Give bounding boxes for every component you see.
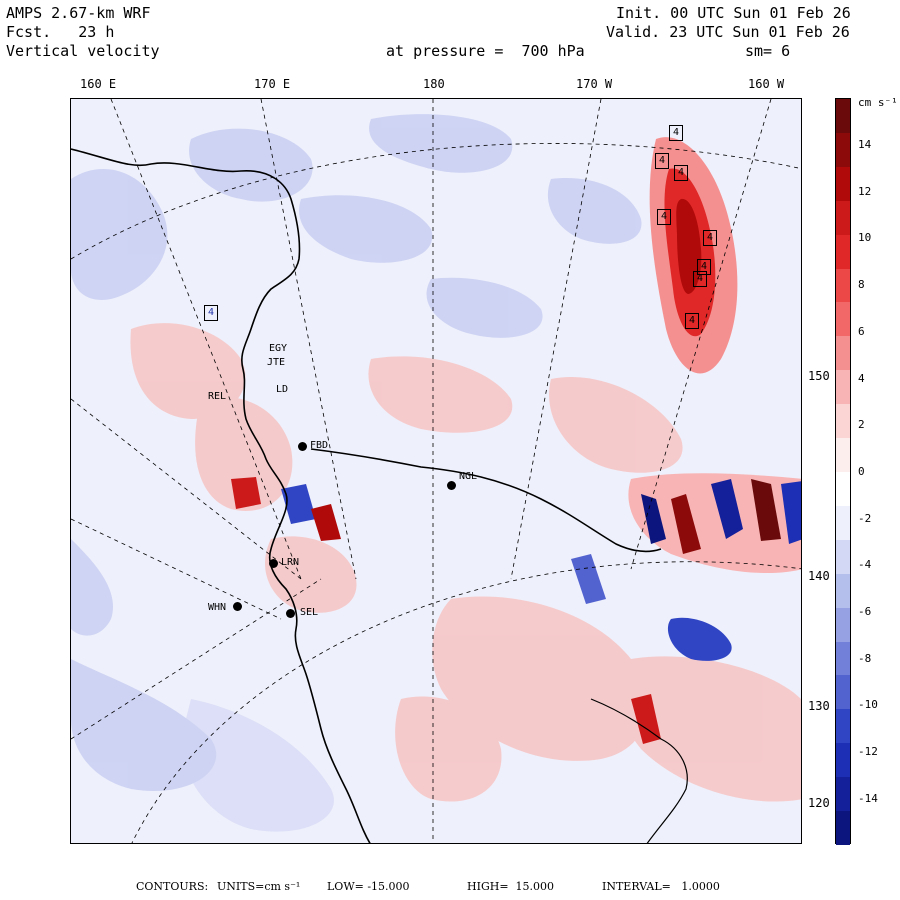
station-ngl[interactable]: NGL: [459, 471, 478, 482]
valid-time: Valid. 23 UTC Sun 01 Feb 26: [606, 23, 850, 41]
max-mark: 4: [674, 165, 688, 181]
colorbar-segment: [836, 166, 850, 202]
colorbar-tick-label: -2: [858, 511, 872, 525]
lon-tick-160w: 160 W: [748, 77, 785, 91]
station-sel-dot: [286, 609, 295, 618]
colorbar-tick-label: 8: [858, 278, 865, 292]
mountain-wave-cluster: [231, 473, 801, 744]
colorbar-tick-label: -14: [858, 791, 878, 805]
colorbar-tick-label: -6: [858, 605, 872, 618]
station-fbd[interactable]: FBD: [310, 440, 329, 451]
colorbar-segment: [836, 743, 850, 778]
colorbar-segment: [836, 709, 850, 744]
lon-tick-170e: 170 E: [254, 77, 291, 91]
footer-low: LOW= -15.000: [327, 880, 410, 893]
coastline: [71, 148, 688, 843]
map-panel[interactable]: EGY JTE LD REL FBD NGL LRN WHN SEL 4 4 4…: [70, 98, 802, 844]
colorbar-tick-label: 0: [858, 464, 865, 478]
max-mark: 4: [693, 271, 707, 287]
map-canvas: [71, 99, 801, 843]
colorbar: [835, 98, 851, 846]
updraft-ridge: [649, 137, 738, 374]
footer-label: CONTOURS:: [136, 880, 209, 893]
colorbar-segment: [836, 200, 850, 236]
lon-tick-170w: 170 W: [576, 77, 613, 91]
colorbar-tick-label: 4: [858, 371, 865, 385]
colorbar-segment: [836, 573, 850, 609]
station-sel[interactable]: SEL: [300, 607, 319, 618]
colorbar-segment: [836, 99, 850, 134]
colorbar-tick-label: 12: [858, 184, 872, 198]
station-lrn[interactable]: LRN: [281, 557, 300, 568]
max-mark: 4: [669, 125, 683, 141]
station-ngl-dot: [447, 481, 456, 490]
lon-tick-160e: 160 E: [80, 77, 117, 91]
colorbar-tick-label: 14: [858, 138, 872, 151]
station-ld[interactable]: LD: [276, 384, 289, 395]
colorbar-segment: [836, 268, 850, 303]
colorbar-units: cm s⁻¹: [858, 96, 898, 109]
footer-high: HIGH= 15.000: [467, 880, 555, 893]
colorbar-tick-label: -10: [858, 698, 878, 712]
colorbar-tick-label: -8: [858, 651, 872, 665]
footer-interval: INTERVAL= 1.0000: [602, 880, 720, 893]
colorbar-segment: [836, 404, 850, 439]
smoothing: sm= 6: [745, 42, 791, 60]
positive-velocity-field: [130, 323, 801, 802]
max-mark: 4: [657, 209, 671, 225]
colorbar-tick-label: -12: [858, 745, 878, 759]
init-time: Init. 00 UTC Sun 01 Feb 26: [616, 4, 851, 22]
colorbar-tick-label: 10: [858, 231, 872, 245]
station-egy[interactable]: EGY: [269, 343, 288, 354]
colorbar-segment: [836, 370, 850, 405]
colorbar-segment: [836, 438, 850, 473]
colorbar-segment: [836, 505, 850, 541]
model-title: AMPS 2.67-km WRF: [6, 4, 151, 22]
lon-tick-180: 180: [423, 77, 445, 91]
station-jte[interactable]: JTE: [267, 357, 286, 368]
colorbar-segment: [836, 336, 850, 371]
colorbar-segment: [836, 234, 850, 270]
station-whn-dot: [233, 602, 242, 611]
colorbar-segment: [836, 539, 850, 575]
colorbar-tick-label: -4: [858, 558, 872, 572]
colorbar-tick-label: 6: [858, 324, 865, 338]
colorbar-segment: [836, 777, 850, 812]
station-lrn-dot: [269, 559, 278, 568]
max-mark: 4: [685, 313, 699, 329]
max-mark: 4: [703, 230, 717, 246]
colorbar-segment: [836, 675, 850, 710]
colorbar-segment: [836, 641, 850, 676]
station-rel[interactable]: REL: [208, 391, 227, 402]
colorbar-segment: [836, 607, 850, 643]
colorbar-segment: [836, 302, 850, 337]
colorbar-tick-label: 2: [858, 418, 865, 432]
footer-units: UNITS=cm s⁻¹: [217, 880, 301, 893]
max-mark: 4: [697, 259, 711, 275]
station-fbd-dot: [298, 442, 307, 451]
station-4-box[interactable]: 4: [204, 305, 218, 321]
forecast-hour: Fcst. 23 h: [6, 23, 115, 41]
field-name: Vertical velocity: [6, 42, 160, 60]
max-mark: 4: [655, 153, 669, 169]
colorbar-segment: [836, 132, 850, 168]
station-whn[interactable]: WHN: [208, 602, 227, 613]
colorbar-segment: [836, 811, 850, 846]
pressure-level: at pressure = 700 hPa: [386, 42, 585, 60]
colorbar-segment: [836, 472, 850, 507]
